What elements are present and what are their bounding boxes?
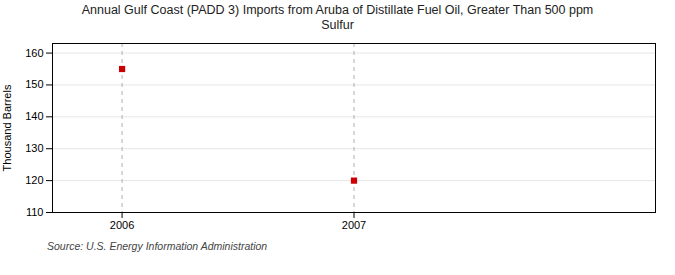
svg-text:140: 140 <box>25 110 43 122</box>
svg-text:2007: 2007 <box>342 219 366 231</box>
svg-text:160: 160 <box>25 47 43 59</box>
svg-text:130: 130 <box>25 142 43 154</box>
svg-text:110: 110 <box>26 206 44 218</box>
svg-text:120: 120 <box>25 174 43 186</box>
svg-text:2006: 2006 <box>110 219 134 231</box>
html-text:Annual Gulf Coast (PADD 3) Imp: Annual Gulf Coast (PADD 3) Imports from … <box>81 3 594 32</box>
html-text:Source: U.S. Energy Informatio: Source: U.S. Energy Information Administ… <box>47 240 268 252</box>
svg-text:150: 150 <box>25 78 43 90</box>
svg-text:Thousand Barrels: Thousand Barrels <box>1 84 13 171</box>
